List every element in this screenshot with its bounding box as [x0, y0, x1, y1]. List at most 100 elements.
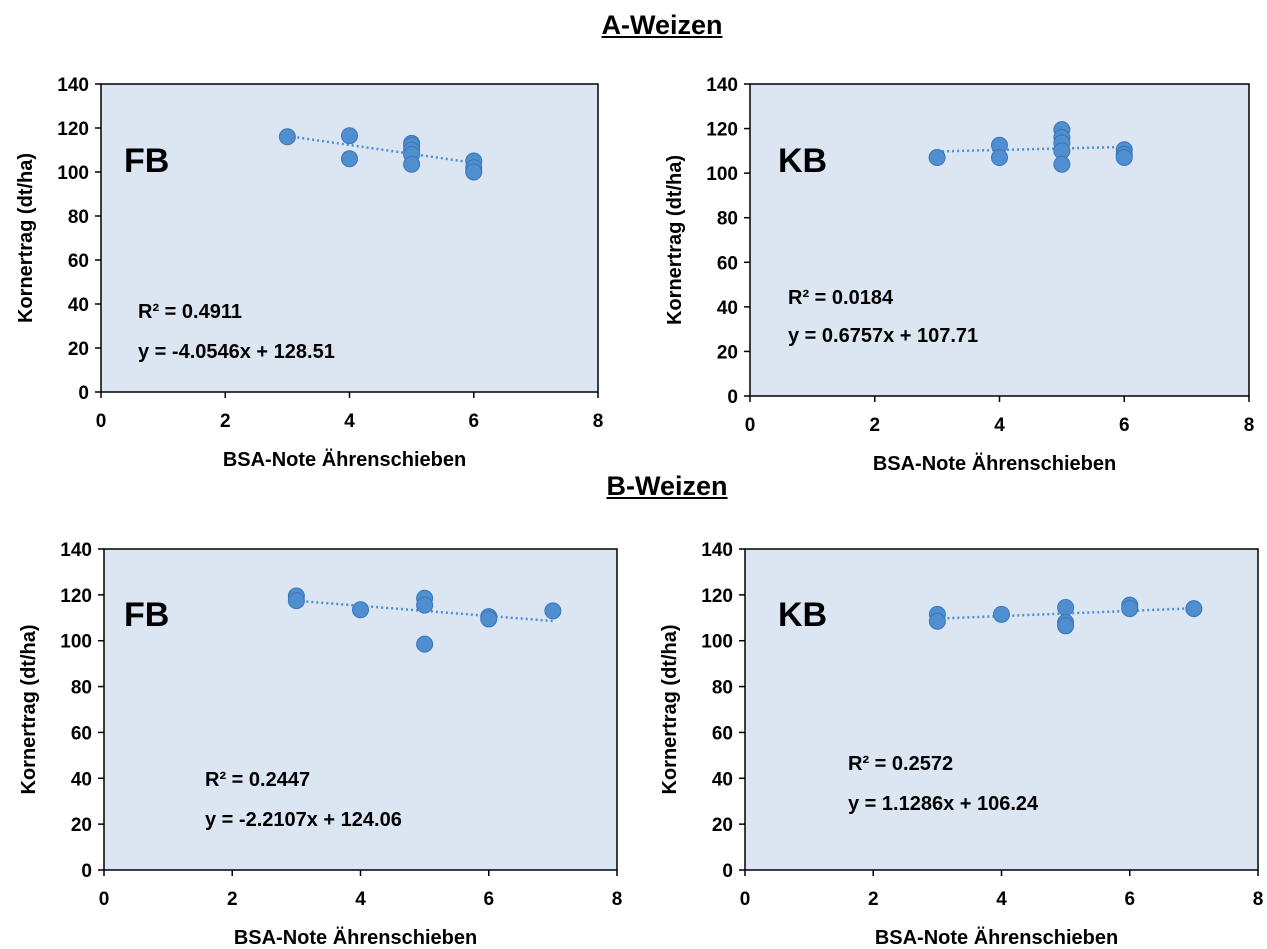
data-point — [1185, 600, 1203, 618]
x-tick-label: 2 — [869, 415, 880, 436]
x-tick-label: 6 — [483, 889, 494, 910]
data-point — [416, 635, 434, 653]
trendline-equation: y = -2.2107x + 124.06 — [205, 809, 402, 831]
r-squared-annotation: R² = 0.0184 — [788, 287, 894, 309]
data-point — [1115, 149, 1133, 167]
x-tick-label: 6 — [1119, 415, 1130, 436]
data-point — [1057, 598, 1075, 616]
y-tick-label: 0 — [78, 383, 89, 404]
y-tick-label: 20 — [68, 339, 89, 360]
plot-area — [744, 548, 1259, 871]
x-axis-label: BSA-Note Ährenschieben — [223, 448, 466, 471]
y-tick-label: 40 — [71, 769, 92, 790]
data-point — [1121, 600, 1139, 618]
section-title-a-weizen: A-Weizen — [601, 10, 723, 40]
y-tick-label: 80 — [71, 678, 92, 699]
y-axis-label: Kornertrag (dt/ha) — [664, 155, 686, 325]
data-point — [480, 610, 498, 628]
x-tick-label: 8 — [593, 411, 604, 432]
panel-label: FB — [124, 142, 169, 180]
x-tick-label: 6 — [1124, 889, 1135, 910]
y-tick-label: 100 — [57, 163, 89, 184]
y-tick-label: 20 — [71, 815, 92, 836]
y-tick-label: 60 — [68, 251, 89, 272]
y-tick-label: 40 — [712, 769, 733, 790]
y-tick-label: 0 — [727, 387, 738, 408]
x-tick-label: 2 — [868, 889, 879, 910]
r-squared-annotation: R² = 0.2447 — [205, 769, 310, 791]
y-tick-label: 20 — [717, 342, 738, 363]
section-title-b-weizen: B-Weizen — [606, 471, 728, 501]
chart-panel-4 — [739, 548, 1259, 876]
data-point — [544, 602, 562, 620]
x-tick-label: 0 — [745, 415, 756, 436]
x-tick-label: 2 — [227, 889, 238, 910]
data-point — [993, 605, 1010, 623]
y-tick-label: 140 — [60, 540, 92, 561]
data-point — [928, 149, 946, 167]
trendline — [937, 145, 1125, 153]
y-tick-label: 0 — [81, 861, 92, 882]
y-axis-label: Kornertrag (dt/ha) — [659, 625, 681, 795]
x-axis-label: BSA-Note Ährenschieben — [875, 926, 1118, 949]
y-tick-label: 20 — [712, 815, 733, 836]
x-tick-label: 4 — [344, 411, 355, 432]
x-tick-label: 6 — [468, 411, 479, 432]
data-point — [991, 149, 1008, 167]
chart-panel-2 — [744, 83, 1250, 402]
panel-label: KB — [778, 142, 827, 180]
y-tick-label: 60 — [71, 723, 92, 744]
x-tick-label: 0 — [740, 889, 751, 910]
trendline-equation: y = 0.6757x + 107.71 — [788, 325, 978, 347]
data-point — [278, 128, 296, 146]
data-point — [341, 127, 358, 145]
x-tick-label: 0 — [99, 889, 110, 910]
y-tick-label: 40 — [68, 295, 89, 316]
panel-label: FB — [124, 596, 169, 634]
data-point — [416, 596, 434, 614]
y-tick-label: 140 — [57, 75, 89, 96]
x-axis-label: BSA-Note Ährenschieben — [873, 452, 1116, 475]
data-point — [352, 601, 369, 619]
y-tick-label: 60 — [717, 253, 738, 274]
y-tick-label: 80 — [68, 207, 89, 228]
x-tick-label: 8 — [1253, 889, 1264, 910]
r-squared-annotation: R² = 0.2572 — [848, 753, 953, 775]
y-tick-label: 140 — [706, 75, 738, 96]
x-tick-label: 2 — [220, 411, 231, 432]
y-tick-label: 0 — [722, 861, 733, 882]
x-tick-label: 4 — [355, 889, 366, 910]
data-point — [465, 163, 483, 181]
y-tick-label: 60 — [712, 723, 733, 744]
x-tick-label: 4 — [994, 415, 1005, 436]
y-tick-label: 100 — [701, 632, 733, 653]
y-tick-label: 100 — [60, 632, 92, 653]
trendline-equation: y = -4.0546x + 128.51 — [138, 341, 335, 363]
y-tick-label: 120 — [57, 119, 89, 140]
data-point — [928, 612, 946, 630]
y-tick-label: 80 — [712, 678, 733, 699]
r-squared-annotation: R² = 0.4911 — [138, 301, 242, 323]
x-tick-label: 0 — [96, 411, 107, 432]
data-point — [1053, 155, 1071, 173]
x-tick-label: 4 — [996, 889, 1007, 910]
plot-area — [749, 83, 1250, 397]
y-tick-label: 120 — [706, 120, 738, 141]
chart-panel-1 — [95, 83, 599, 398]
data-point — [341, 150, 358, 168]
y-tick-label: 120 — [60, 586, 92, 607]
y-tick-label: 100 — [706, 164, 738, 185]
data-point — [287, 592, 305, 610]
data-point — [403, 155, 421, 173]
panel-label: KB — [778, 596, 827, 634]
trendline — [287, 134, 474, 165]
trendline-equation: y = 1.1286x + 106.24 — [848, 793, 1039, 815]
x-tick-label: 8 — [1244, 415, 1255, 436]
x-tick-label: 8 — [612, 889, 623, 910]
x-axis-label: BSA-Note Ährenschieben — [234, 926, 477, 949]
y-tick-label: 40 — [717, 298, 738, 319]
y-axis-label: Kornertrag (dt/ha) — [15, 153, 37, 323]
data-point — [1057, 617, 1075, 635]
y-tick-label: 140 — [701, 540, 733, 561]
